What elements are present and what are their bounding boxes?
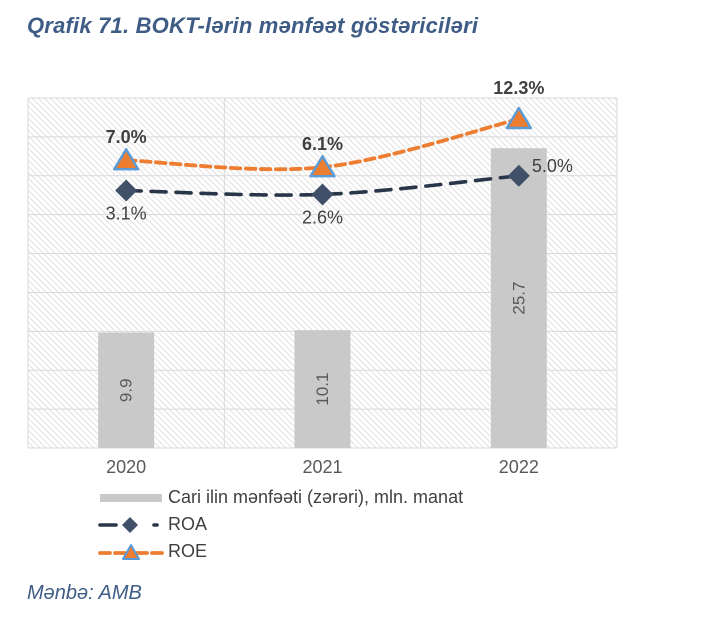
legend-label-bar: Cari ilin mənfəəti (zərəri), mln. manat — [168, 487, 464, 507]
roa-marker — [507, 164, 530, 187]
bar-series-swatch-icon — [100, 493, 162, 502]
bar-2020 — [98, 332, 155, 448]
legend-item-roe: ROE — [98, 538, 463, 565]
legend-item-roa: ROA — [98, 511, 463, 538]
roe-series-swatch-icon — [98, 543, 164, 560]
bar-2022 — [490, 148, 547, 448]
legend-label-roa: ROA — [168, 514, 208, 534]
chart-title: Qrafik 71. BOKT-lərin mənfəət göstəricil… — [27, 13, 479, 38]
roa-marker — [115, 179, 138, 202]
source-note: Mənbə: AMB — [27, 582, 142, 604]
roa-data-label: 2.6% — [302, 207, 343, 227]
roa-series-swatch-icon — [98, 516, 159, 533]
roa-marker — [311, 183, 334, 206]
roe-marker — [309, 155, 336, 178]
x-axis-label: 2020 — [106, 457, 146, 477]
roe-marker — [505, 106, 533, 130]
x-axis-label: 2021 — [302, 457, 342, 477]
roa-data-label: 3.1% — [106, 204, 147, 224]
bar-value-label: 9.9 — [117, 378, 136, 402]
roe-data-label: 6.1% — [302, 134, 343, 154]
legend-label-roe: ROE — [168, 541, 208, 561]
roe-marker — [112, 148, 140, 171]
chart-legend: Cari ilin mənfəəti (zərəri), mln. manat … — [98, 484, 463, 565]
roa-data-label: 5.0% — [532, 156, 573, 176]
roe-data-label: 12.3% — [493, 78, 544, 98]
bar-value-label: 10.1 — [313, 373, 332, 406]
bar-value-label: 25.7 — [509, 282, 528, 315]
x-axis-label: 2022 — [499, 457, 539, 477]
legend-item-bar: Cari ilin mənfəəti (zərəri), mln. manat — [98, 484, 463, 511]
roe-data-label: 7.0% — [106, 127, 147, 147]
bar-2021 — [294, 330, 351, 448]
